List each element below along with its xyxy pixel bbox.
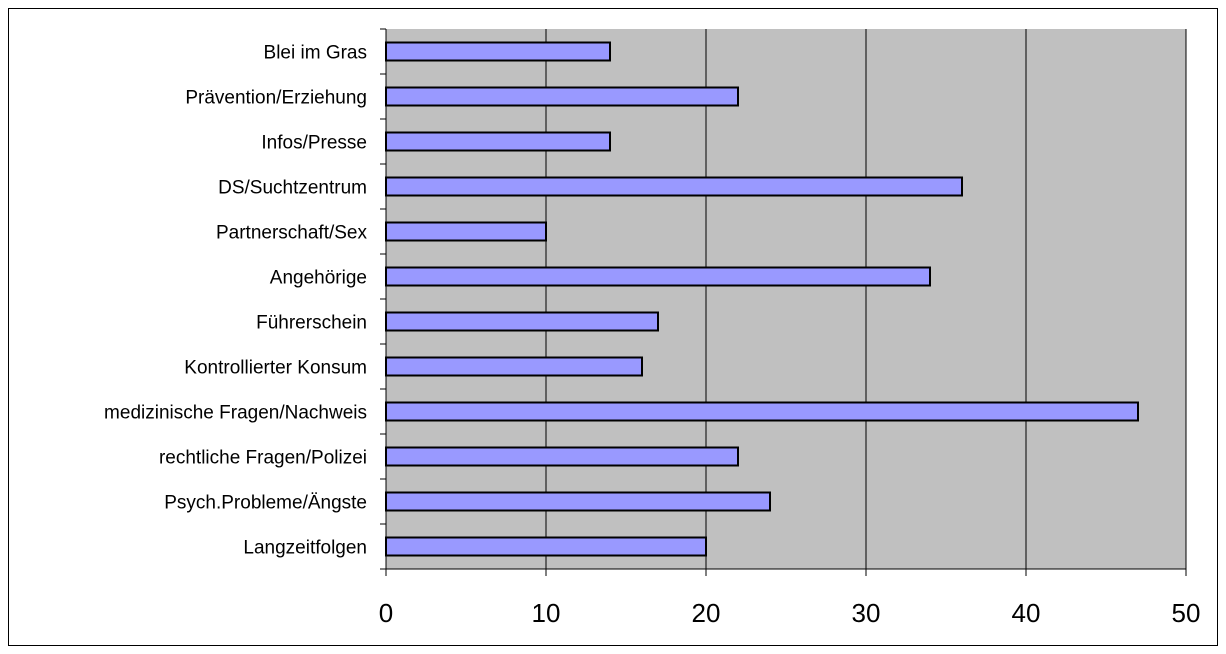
- category-label: Infos/Presse: [261, 133, 367, 154]
- category-label: Kontrollierter Konsum: [184, 358, 367, 379]
- bar-9: [385, 446, 739, 467]
- category-label: rechtliche Fragen/Polizei: [159, 448, 367, 469]
- category-label: medizinische Fragen/Nachweis: [104, 403, 367, 424]
- category-labels: Blei im Gras Prävention/Erziehung Infos/Pr…: [104, 43, 367, 559]
- x-tick-label: 20: [692, 598, 721, 628]
- gridlines: [545, 29, 1187, 569]
- bars: [385, 41, 1139, 557]
- category-label: Partnerschaft/Sex: [216, 223, 368, 244]
- x-tick-label: 50: [1172, 598, 1201, 628]
- bar-1: [385, 86, 739, 107]
- plot-area: [386, 29, 1186, 569]
- category-label: DS/Suchtzentrum: [218, 178, 367, 199]
- bar-7: [385, 356, 643, 377]
- bar-0: [385, 41, 611, 62]
- bar-6: [385, 311, 659, 332]
- x-tick-label: 0: [379, 598, 393, 628]
- bar-2: [385, 131, 611, 152]
- category-label: Psych.Probleme/Ängste: [164, 493, 367, 514]
- category-label: Blei im Gras: [264, 43, 367, 64]
- x-tick-labels: 0 10 20 30 40 50: [379, 598, 1201, 628]
- category-label: Führerschein: [256, 313, 367, 334]
- category-label: Angehörige: [270, 268, 367, 289]
- x-tick-label: 10: [532, 598, 561, 628]
- category-label: Prävention/Erziehung: [185, 88, 367, 109]
- bar-10: [385, 491, 771, 512]
- bar-8: [385, 401, 1139, 422]
- x-axis: [385, 568, 1187, 576]
- bar-5: [385, 266, 931, 287]
- bar-11: [385, 536, 707, 557]
- category-label: Langzeitfolgen: [243, 538, 367, 559]
- bar-4: [385, 221, 547, 242]
- x-tick-label: 40: [1012, 598, 1041, 628]
- bar-3: [385, 176, 963, 197]
- y-axis: [380, 28, 387, 570]
- x-tick-label: 30: [852, 598, 881, 628]
